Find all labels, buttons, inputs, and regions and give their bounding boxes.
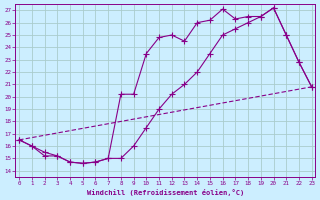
X-axis label: Windchill (Refroidissement éolien,°C): Windchill (Refroidissement éolien,°C) [87,189,244,196]
